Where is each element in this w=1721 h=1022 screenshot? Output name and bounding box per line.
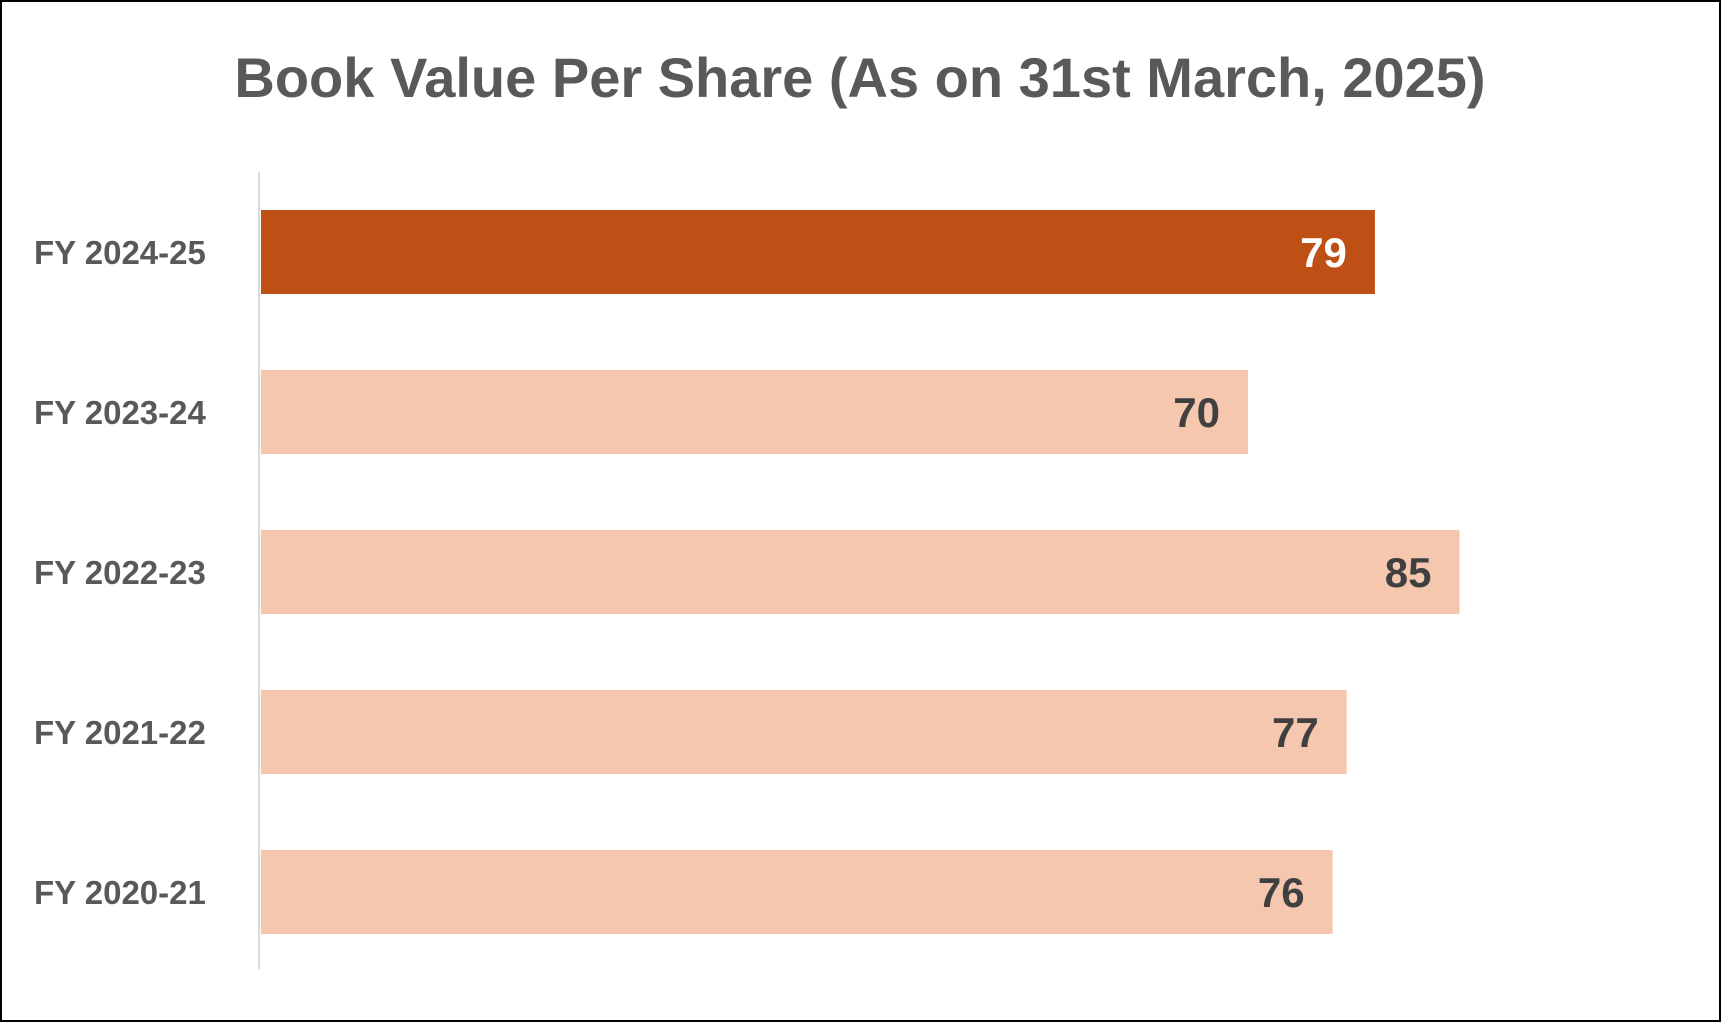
- data-label: 70: [1173, 389, 1220, 436]
- data-label: 85: [1385, 549, 1432, 596]
- data-label: 77: [1272, 709, 1319, 756]
- category-tick-labels: FY 2024-25 FY 2023-24 FY 2022-23 FY 2021-22…: [34, 234, 206, 911]
- bar-fy-2021-22: [261, 690, 1347, 774]
- bar-fy-2020-21: [261, 850, 1333, 934]
- data-labels: 79 70 85 77 76: [1173, 229, 1431, 916]
- category-tick-label: FY 2023-24: [34, 394, 206, 431]
- bar-fy-2022-23: [261, 530, 1460, 614]
- chart-title: Book Value Per Share (As on 31st March, …: [234, 46, 1485, 109]
- bars-group: [261, 210, 1460, 934]
- bar-fy-2023-24: [261, 370, 1248, 454]
- category-tick-label: FY 2024-25: [34, 234, 206, 271]
- category-tick-label: FY 2022-23: [34, 554, 206, 591]
- data-label: 76: [1258, 869, 1305, 916]
- category-tick-label: FY 2020-21: [34, 874, 206, 911]
- category-tick-label: FY 2021-22: [34, 714, 206, 751]
- data-label: 79: [1300, 229, 1347, 276]
- bar-fy-2024-25: [261, 210, 1375, 294]
